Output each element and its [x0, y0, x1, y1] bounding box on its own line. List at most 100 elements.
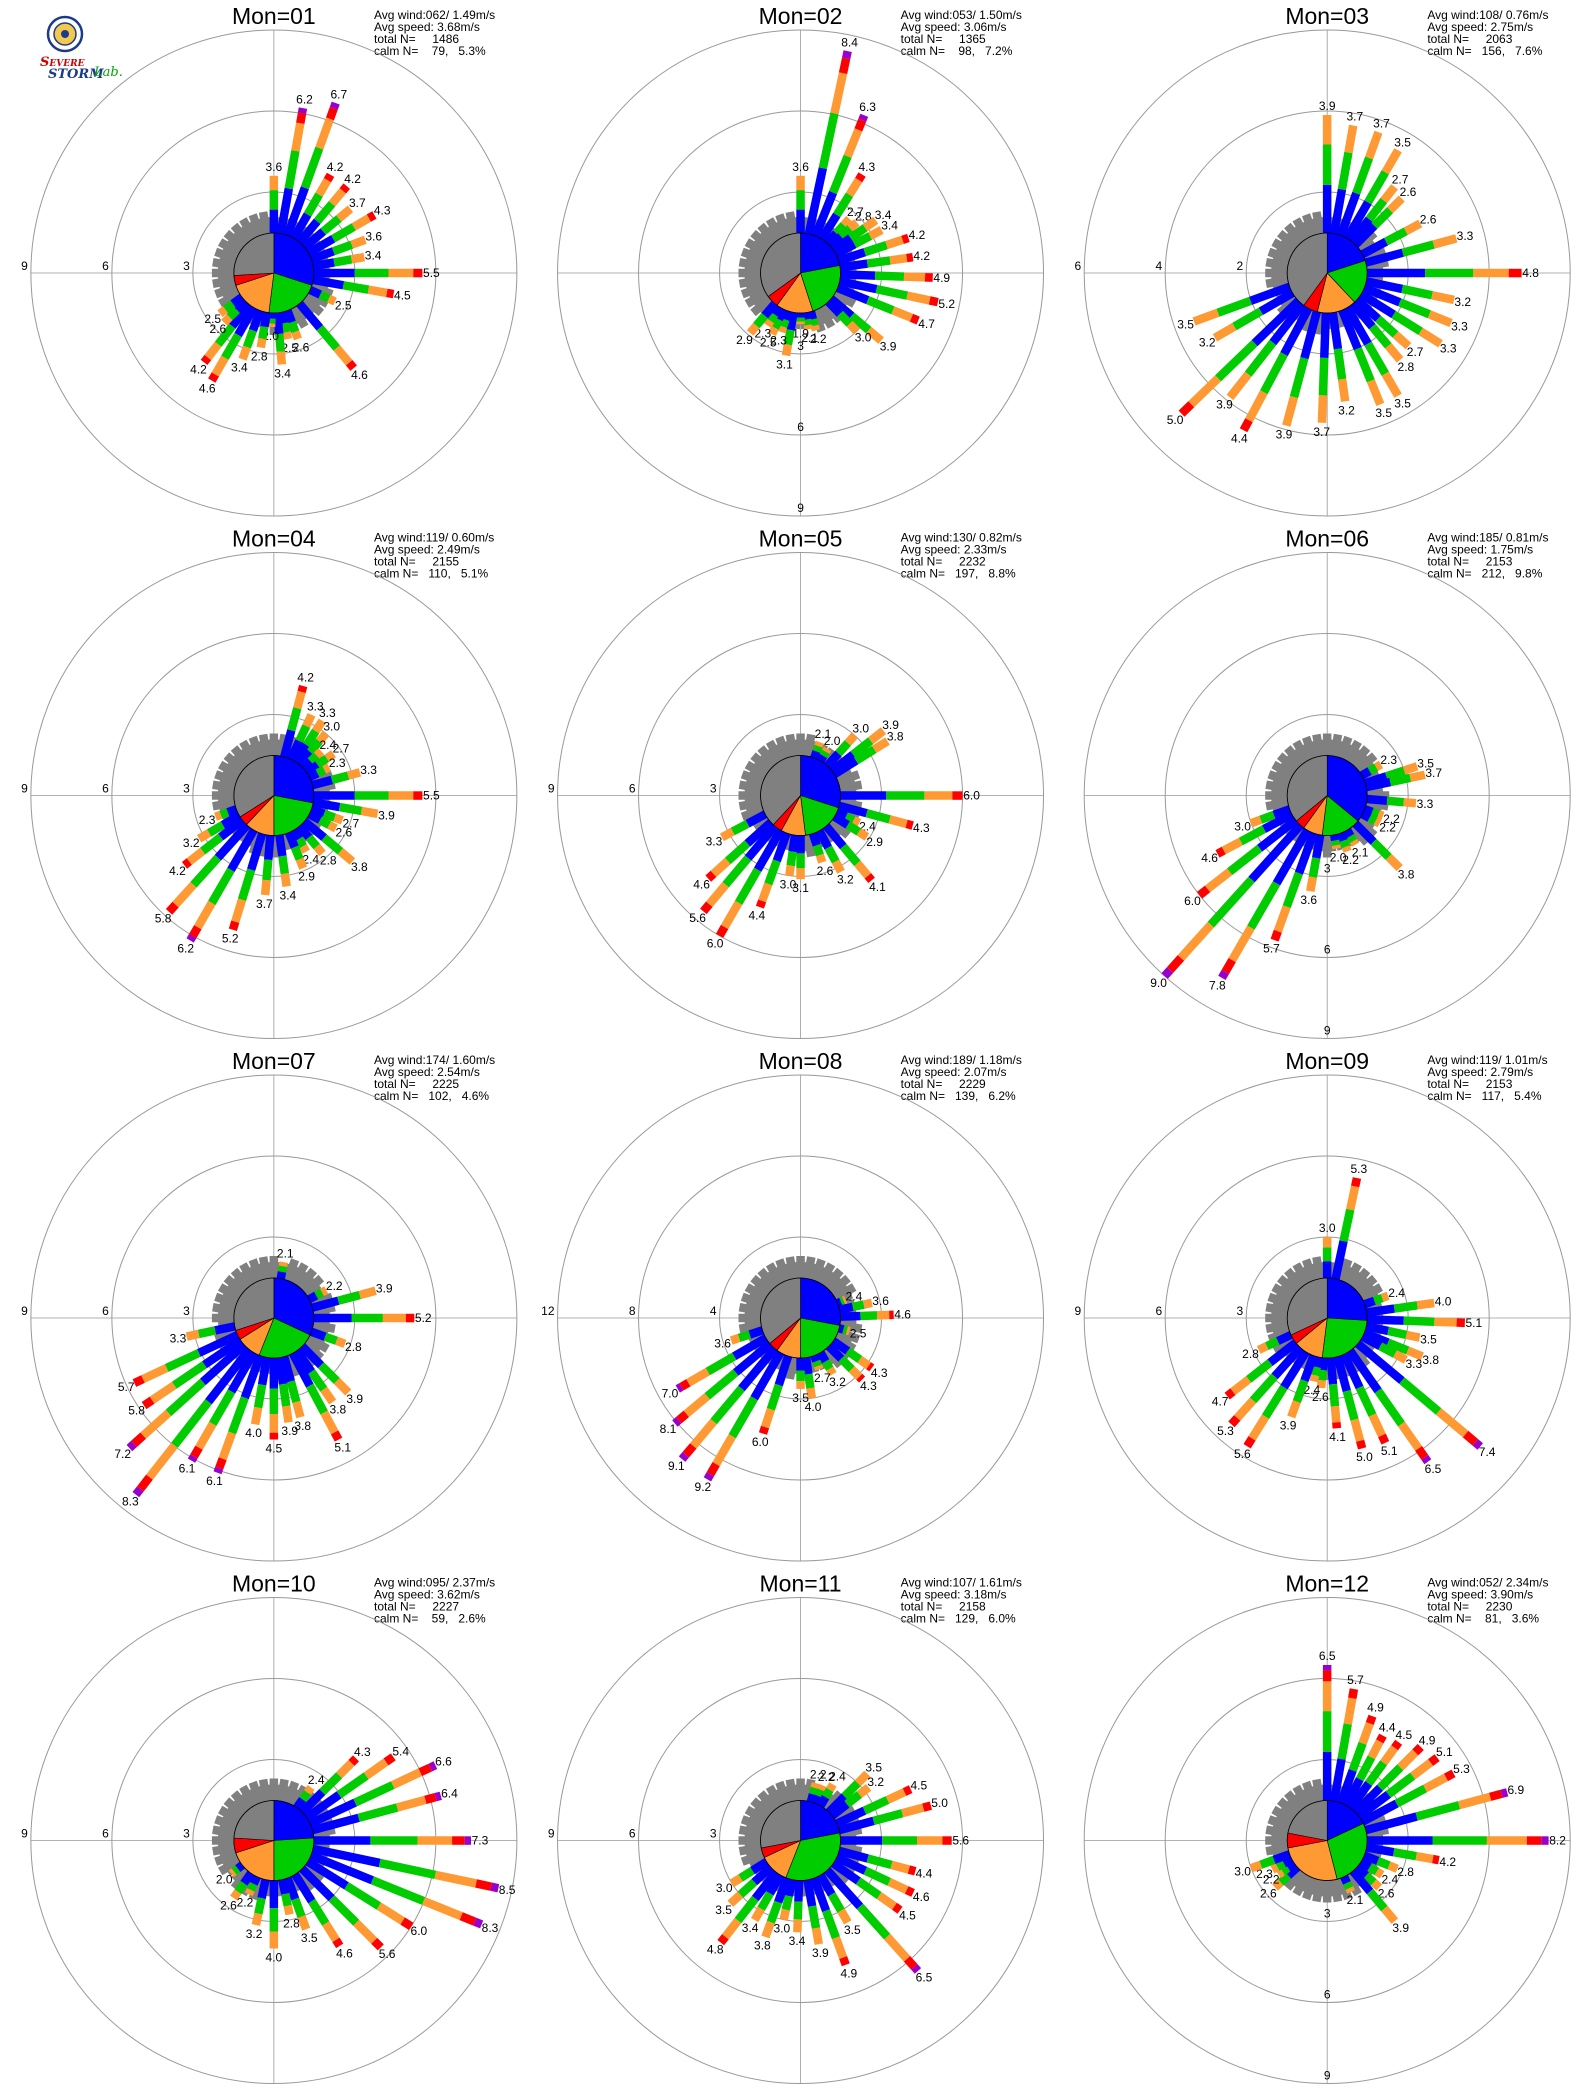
wind-bar-segment — [842, 1295, 848, 1305]
ring-label: 6 — [797, 420, 804, 434]
wind-bar-segment — [218, 1431, 236, 1461]
wind-bar-segment — [1354, 296, 1381, 322]
stats-calm: calm N= 129, 6.0% — [901, 1612, 1016, 1626]
wind-bar-segment — [1346, 1185, 1360, 1211]
wind-bar-segment — [299, 844, 310, 854]
wind-bar-segment — [310, 247, 335, 264]
bar-value-label: 3.9 — [882, 718, 899, 732]
wind-bar-segment — [283, 1876, 300, 1901]
bar-value-label: 1.9 — [792, 326, 809, 340]
wind-bar-segment — [845, 1326, 851, 1336]
wind-bar-segment — [244, 1888, 255, 1897]
spoke-segment — [264, 1784, 275, 1801]
bar-value-label: 2.4 — [302, 852, 319, 866]
wind-bar-segment — [1377, 810, 1385, 820]
spoke-segment — [1336, 735, 1353, 760]
wind-bar-segment — [269, 1880, 279, 1909]
wind-bar-segment — [840, 791, 887, 800]
wind-bar-segment — [276, 187, 293, 235]
wind-bar-segment — [1336, 831, 1348, 842]
bar-value-label: 4.6 — [894, 1307, 911, 1321]
wind-bar-segment — [796, 317, 805, 322]
wind-bar-segment — [1399, 1377, 1442, 1415]
bar-value-label: 3.5 — [1394, 397, 1411, 411]
bar-value-label: 4.0 — [245, 1426, 262, 1440]
wind-bar-segment — [824, 845, 840, 864]
bar-value-label: 3.8 — [887, 729, 904, 743]
wind-bar-segment — [1376, 1733, 1387, 1744]
wind-bar-segment — [296, 112, 307, 124]
bar-value-label: 4.9 — [841, 1966, 858, 1980]
wind-bar-segment — [283, 186, 309, 237]
wind-bar-segment — [924, 791, 953, 800]
wind-bar-segment — [1336, 191, 1361, 237]
bar-value-label: 8.2 — [1549, 1834, 1566, 1848]
wind-bar-segment — [1373, 817, 1382, 828]
bar-value-label: 3.9 — [1392, 1921, 1409, 1935]
wind-bar-segment — [291, 1872, 316, 1904]
ring-label: 3 — [1324, 1907, 1331, 1921]
wind-bar-segment — [459, 1912, 477, 1926]
wind-bar-segment — [745, 810, 768, 828]
wind-bar-segment — [855, 1877, 882, 1900]
bar-value-label: 2.6 — [1312, 1390, 1329, 1404]
bar-value-label: 3.3 — [1451, 319, 1468, 333]
bar-value-label: 2.1 — [815, 727, 832, 741]
wind-bar-segment — [137, 1474, 153, 1492]
stats-avg-wind: Avg wind:108/ 0.76m/s — [1427, 8, 1548, 22]
bar-value-label: 9.2 — [695, 1480, 712, 1494]
bar-value-label: 2.4 — [319, 738, 336, 752]
wind-bar-segment — [312, 798, 341, 812]
wind-bar-segment — [872, 1809, 904, 1825]
wind-bar-segment — [351, 1313, 383, 1323]
wind-bar-segment — [1322, 1711, 1332, 1752]
bar-value-label: 4.6 — [351, 368, 368, 382]
wind-bar-segment — [286, 739, 304, 761]
stats-avg-wind: Avg wind:119/ 1.01m/s — [1427, 1053, 1547, 1067]
bar-value-label: 3.3 — [1457, 229, 1474, 243]
wind-bar-segment — [863, 241, 888, 257]
wind-bar-segment — [796, 868, 805, 880]
wind-bar-segment — [1356, 1791, 1391, 1820]
wind-bar-segment — [319, 1772, 343, 1795]
wind-bar-segment — [814, 1364, 824, 1371]
wind-bar-segment — [269, 175, 279, 191]
ring-label: 9 — [21, 259, 28, 273]
wind-bar-segment — [353, 1919, 378, 1944]
wind-bar-segment — [1249, 1860, 1263, 1873]
wind-bar-segment — [862, 1796, 890, 1815]
wind-bar-segment — [1402, 762, 1419, 775]
wind-bar-segment — [282, 1405, 293, 1423]
center-pie-outline — [760, 1277, 841, 1359]
wind-bar-segment — [794, 1880, 804, 1902]
wind-bar-segment — [302, 713, 316, 728]
wind-bar-segment — [1377, 1764, 1404, 1791]
wind-bar-segment — [796, 209, 805, 233]
panel-title: Mon=11 — [760, 1571, 842, 1597]
wind-bar-segment — [843, 128, 863, 158]
panel-title: Mon=10 — [232, 1571, 316, 1597]
wind-bar-segment — [837, 248, 867, 265]
stats-total: total N= 2153 — [1427, 1077, 1512, 1091]
wind-bar-segment — [313, 1836, 371, 1845]
wind-bar-segment — [376, 1902, 405, 1925]
bar-value-label: 4.2 — [344, 172, 361, 186]
wind-bar-segment — [1432, 1836, 1487, 1845]
wind-bar-segment — [840, 1836, 883, 1845]
wind-bar-segment — [1215, 340, 1258, 382]
wind-bar-segment — [132, 1375, 145, 1387]
bar-value-label: 3.4 — [881, 219, 898, 233]
wind-bar-segment — [1359, 767, 1372, 780]
bar-value-label: 5.6 — [689, 911, 706, 925]
spoke-segment — [1271, 238, 1295, 257]
wind-bar-segment — [370, 1836, 418, 1845]
bar-value-label: 3.2 — [1338, 403, 1355, 417]
wind-bar-segment — [1403, 798, 1417, 808]
wind-bar-segment — [1385, 343, 1404, 363]
wind-bar-segment — [1458, 1792, 1492, 1810]
wind-bar-segment — [299, 1865, 335, 1902]
bar-value-label: 2.3 — [329, 756, 346, 770]
wind-bar-segment — [772, 831, 791, 863]
wind-bar-segment — [835, 740, 851, 757]
wind-bar-segment — [1249, 1373, 1278, 1404]
